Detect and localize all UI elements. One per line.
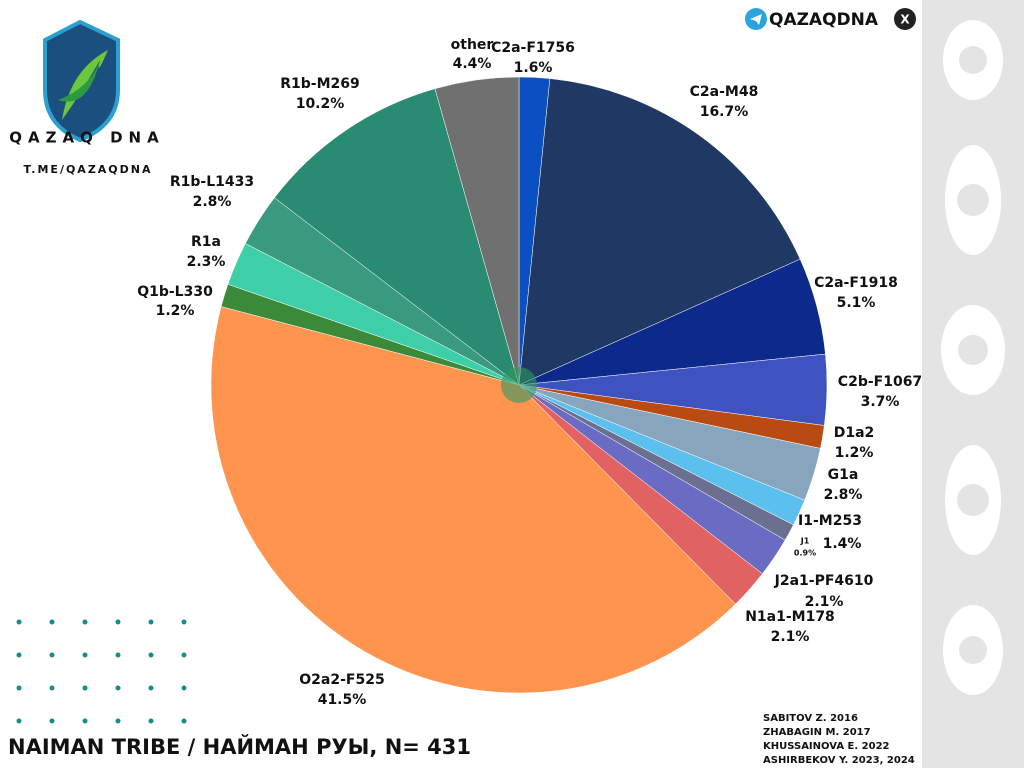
- dot: [49, 685, 55, 691]
- slice-label: I1-M253: [798, 513, 862, 529]
- logo-text: QAZAQ DNA: [9, 129, 164, 147]
- slice-value-label: 1.2%: [835, 445, 874, 461]
- dot: [181, 652, 187, 658]
- watermark: [501, 367, 537, 403]
- dot: [181, 619, 187, 625]
- dot: [82, 652, 88, 658]
- slice-label: other: [451, 37, 494, 53]
- slice-label: O2a2-F525: [299, 672, 384, 688]
- dot: [49, 619, 55, 625]
- slice-label: J2a1-PF4610: [774, 573, 874, 589]
- slice-value-label: 4.4%: [453, 56, 492, 72]
- dot: [148, 718, 154, 724]
- pie-slice: [518, 78, 801, 386]
- dot: [49, 652, 55, 658]
- slice-label: C2b-F1067: [838, 374, 922, 390]
- dot: [115, 652, 121, 658]
- dot: [148, 652, 154, 658]
- pie-slice: [210, 306, 736, 694]
- dot: [16, 619, 22, 625]
- pie: [210, 76, 828, 694]
- x-glyph: X: [900, 13, 910, 27]
- slice-value-label: 3.7%: [861, 394, 900, 410]
- slice-value-label: 5.1%: [837, 295, 876, 311]
- slice-value-label: 1.2%: [156, 303, 195, 319]
- slice-value-label: 10.2%: [296, 96, 345, 112]
- telegram-glyph: [750, 14, 762, 25]
- slice-value-label: 1.4%: [823, 536, 862, 552]
- slice-label: Q1b-L330: [137, 284, 213, 300]
- dot: [16, 652, 22, 658]
- slice-label: C2a-M48: [690, 84, 759, 100]
- dot: [49, 718, 55, 724]
- logo-url: T.ME/QAZAQDNA: [23, 163, 152, 176]
- dot: [16, 685, 22, 691]
- source-line: ZHABAGIN M. 2017: [763, 727, 871, 738]
- chart-title: NAIMAN TRIBE / НАЙМАН РУЫ, N= 431: [8, 734, 471, 759]
- slice-value-label: 2.8%: [824, 487, 863, 503]
- dot: [16, 718, 22, 724]
- dot: [181, 685, 187, 691]
- dot: [181, 718, 187, 724]
- dot: [148, 619, 154, 625]
- labels: C2a-F1756 1.6% C2a-M48 16.7% C2a-F1918 5.1% C2…: [137, 37, 922, 708]
- slice-value-label: 2.1%: [805, 594, 844, 610]
- slice-label: R1b-M269: [280, 76, 360, 92]
- dot: [82, 685, 88, 691]
- handle: QAZAQDNA: [769, 10, 879, 30]
- logo: [43, 19, 120, 143]
- slice-label: C2a-F1918: [814, 275, 898, 291]
- sources: SABITOV Z. 2016 ZHABAGIN M. 2017 KHUSSAINO…: [763, 713, 915, 766]
- source-line: SABITOV Z. 2016: [763, 713, 858, 724]
- slice-label: G1a: [828, 467, 859, 483]
- slice-label: C2a-F1756: [491, 40, 575, 56]
- dot: [82, 619, 88, 625]
- dot: [148, 685, 154, 691]
- slice-label: R1a: [191, 234, 221, 250]
- source-line: KHUSSAINOVA E. 2022: [763, 741, 890, 752]
- x-icon: [894, 8, 916, 30]
- slice-value-label: 2.3%: [187, 254, 226, 270]
- slice-label: N1a1-M178: [745, 609, 835, 625]
- dot: [115, 685, 121, 691]
- decor-dots: [16, 619, 187, 724]
- slice-label: D1a2: [834, 425, 875, 441]
- slice-value-label: 2.1%: [771, 629, 810, 645]
- slice-value-label: 2.8%: [193, 194, 232, 210]
- slice-value-label: 41.5%: [318, 692, 367, 708]
- pie-slice: [274, 88, 520, 386]
- dot: [82, 718, 88, 724]
- slice-value-label: 16.7%: [700, 104, 749, 120]
- source-line: ASHIRBEKOV Y. 2023, 2024: [763, 755, 915, 766]
- dot: [115, 619, 121, 625]
- slice-label: R1b-L1433: [170, 174, 254, 190]
- dot: [115, 718, 121, 724]
- ornament: [922, 0, 1024, 768]
- slice-value-label: 1.6%: [514, 60, 553, 76]
- slice-value-label: 0.9%: [794, 549, 816, 558]
- slice-label: J1: [800, 537, 810, 546]
- pie-slice: [434, 76, 520, 386]
